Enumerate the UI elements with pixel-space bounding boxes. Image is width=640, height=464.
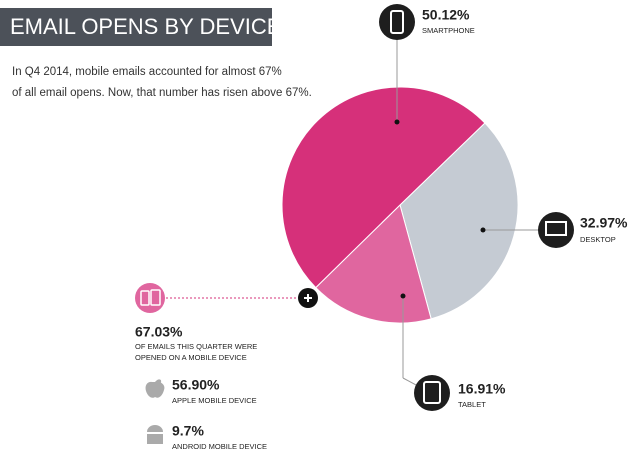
dot xyxy=(400,293,406,299)
title-box xyxy=(0,8,272,46)
desktop-icon xyxy=(538,212,574,248)
tablet-icon xyxy=(414,375,450,411)
stat-label: OF EMAILS THIS QUARTER WERE xyxy=(135,342,257,351)
dot xyxy=(480,227,486,233)
category-label: DESKTOP xyxy=(580,235,616,244)
category-label: SMARTPHONE xyxy=(422,26,475,35)
stat-figure: 67.03% xyxy=(135,324,183,340)
stat-figure: 56.90% xyxy=(172,377,220,393)
phone-icon xyxy=(379,4,415,40)
plus-glyph xyxy=(304,294,312,302)
value-label: 16.91% xyxy=(458,381,506,397)
stat-label: APPLE MOBILE DEVICE xyxy=(172,396,257,405)
value-label: 32.97% xyxy=(580,215,628,231)
mobile-glyph xyxy=(140,290,150,306)
android-icon xyxy=(147,425,163,444)
stat-label: ANDROID MOBILE DEVICE xyxy=(172,442,267,451)
mobile-glyph xyxy=(150,289,161,306)
pie-slice xyxy=(281,86,486,289)
subtitle: of all email opens. Now, that number has… xyxy=(12,87,312,99)
category-label: TABLET xyxy=(458,400,486,409)
tablet-glyph xyxy=(423,381,441,404)
pie-slice xyxy=(399,122,519,320)
dot xyxy=(394,119,400,125)
stat-figure: 9.7% xyxy=(172,423,204,439)
apple-icon xyxy=(145,379,165,398)
title: EMAIL OPENS BY DEVICE xyxy=(10,14,281,39)
desktop-glyph xyxy=(545,221,567,236)
value-label: 50.12% xyxy=(422,7,470,23)
pie xyxy=(281,86,519,324)
leader xyxy=(402,377,419,387)
pie-slice xyxy=(315,204,432,324)
subtitle: In Q4 2014, mobile emails accounted for … xyxy=(12,66,282,78)
stat-label: OPENED ON A MOBILE DEVICE xyxy=(135,353,247,362)
phone-glyph xyxy=(390,10,404,34)
